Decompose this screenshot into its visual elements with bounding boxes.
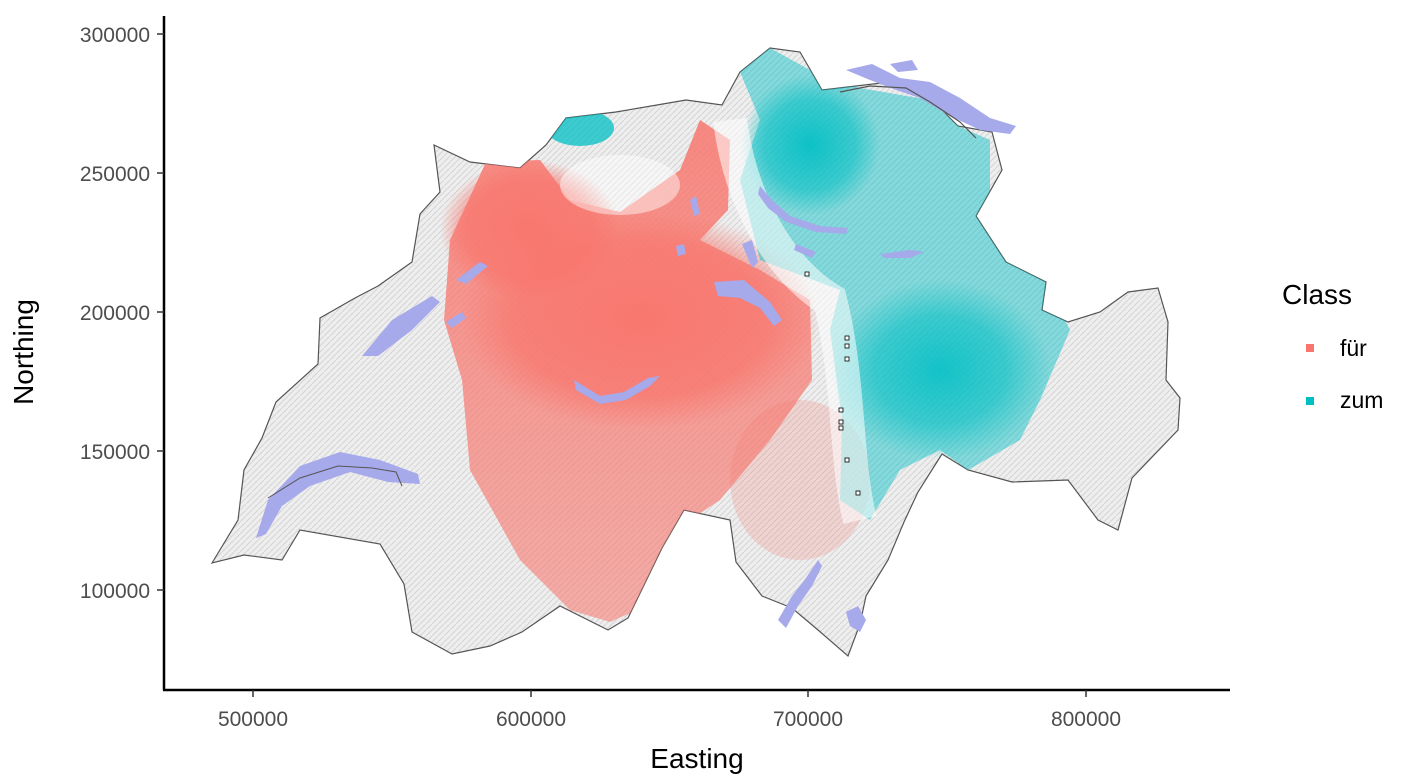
sample-point [844,356,850,362]
lake-rhine-north [890,60,918,72]
y-tick-label: 150000 [80,441,150,464]
lake-maggiore [778,560,822,628]
sample-point [844,335,850,341]
y-axis-title: Northing [8,299,39,405]
lake-neuchatel [362,296,440,356]
legend-swatch-zum [1306,397,1314,405]
legend: Class für zum [1282,279,1383,413]
x-tick-label: 500000 [218,708,288,731]
y-tick-label: 300000 [80,24,150,47]
zum-core-east [830,280,1050,460]
sample-point [844,457,850,463]
lake-lucerne [714,280,782,326]
zum-core-north [740,75,880,215]
lake-sihl [794,244,816,258]
legend-swatch-fur [1306,344,1314,352]
lake-greifen [676,244,686,256]
sample-point [855,490,861,496]
sample-point [844,343,850,349]
x-tick-label: 700000 [773,708,843,731]
lake-geneva [256,452,420,538]
lake-constance [846,64,1016,134]
x-axis-ticks: 500000 600000 700000 800000 [218,690,1121,731]
sample-point [838,425,844,431]
lake-lugano [846,606,866,632]
lake-zug [742,240,758,268]
sample-points [804,271,861,496]
legend-title: Class [1282,279,1352,310]
lake-thun-brienz [574,376,660,404]
lake-geneva-border [267,465,403,499]
sample-point [804,271,810,277]
legend-label-zum: zum [1340,387,1383,413]
sample-point [838,419,844,425]
x-tick-label: 800000 [1051,708,1121,731]
rhine-border-line [839,85,977,139]
lake-walen [880,250,924,258]
y-tick-label: 200000 [80,302,150,325]
sample-point [838,407,844,413]
x-axis-title: Easting [650,743,743,774]
y-tick-label: 100000 [80,580,150,603]
lake-zurich [758,186,848,234]
lakes [256,60,1016,632]
zum-pocket-north-west [546,110,614,146]
transition-north [560,155,680,215]
x-tick-label: 600000 [496,708,566,731]
class-boundary [713,117,877,525]
class-surface [440,48,1070,622]
y-tick-label: 250000 [80,163,150,186]
legend-label-fur: für [1340,335,1367,361]
y-axis-ticks: 100000 150000 200000 250000 300000 [80,24,164,603]
lake-biel [456,262,488,284]
lake-hallwil [690,196,700,216]
lake-morat [446,312,466,328]
